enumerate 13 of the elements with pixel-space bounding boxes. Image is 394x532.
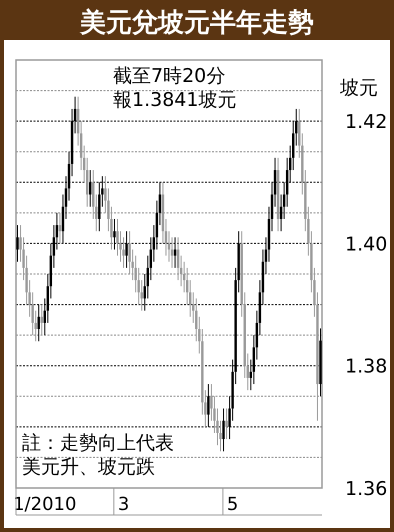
annotation: 美元升、坡元跌 bbox=[22, 456, 155, 478]
x-tick-label: 1/2010 bbox=[13, 494, 76, 515]
annotation: 註：走勢向上代表 bbox=[22, 432, 174, 454]
annotation: 截至7時20分 bbox=[113, 65, 226, 87]
chart-title: 美元兌坡元半年走勢 bbox=[79, 8, 314, 38]
y-tick-label: 1.38 bbox=[345, 356, 388, 378]
y-tick-label: 1.42 bbox=[345, 111, 388, 134]
y-tick-label: 1.36 bbox=[345, 478, 388, 500]
y-axis-title: 坡元 bbox=[339, 77, 378, 99]
y-tick-label: 1.40 bbox=[345, 233, 388, 256]
x-tick-label: 3 bbox=[118, 494, 130, 515]
annotation: 報1.3841坡元 bbox=[113, 89, 236, 111]
x-tick-label: 5 bbox=[226, 494, 238, 515]
